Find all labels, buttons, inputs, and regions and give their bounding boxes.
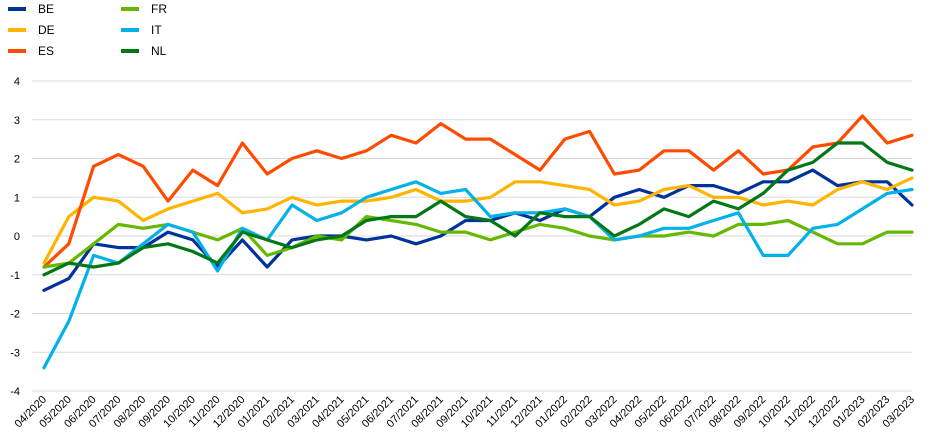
- legend-label-fr: FR: [151, 2, 167, 16]
- y-tick-label: -2: [10, 309, 20, 321]
- legend-label-de: DE: [38, 23, 55, 37]
- series-line-es: [42, 114, 914, 269]
- y-tick-label: 2: [14, 154, 20, 166]
- legend-label-be: BE: [38, 2, 54, 16]
- series-line-fr: [42, 215, 914, 269]
- legend-label-nl: NL: [151, 44, 167, 58]
- series-lines: [42, 114, 914, 370]
- series-line-it: [42, 180, 914, 370]
- y-tick-label: -4: [10, 386, 20, 398]
- series-line-be: [42, 168, 914, 292]
- series-line-de: [42, 176, 914, 265]
- legend: BE DE ES FR IT NL: [8, 2, 167, 58]
- y-tick-label: -1: [10, 270, 20, 282]
- legend-label-it: IT: [151, 23, 162, 37]
- y-axis: 4 3 2 1 0 -1 -2 -3 -4: [10, 76, 20, 398]
- y-tick-label: 3: [14, 115, 20, 127]
- y-tick-label: 0: [14, 231, 20, 243]
- series-line-nl: [42, 141, 914, 277]
- y-tick-label: 4: [14, 76, 20, 88]
- x-axis: 04/202005/202006/202007/202008/202009/20…: [13, 394, 918, 431]
- y-tick-label: 1: [14, 192, 20, 204]
- legend-label-es: ES: [38, 44, 54, 58]
- y-tick-label: -3: [10, 347, 20, 359]
